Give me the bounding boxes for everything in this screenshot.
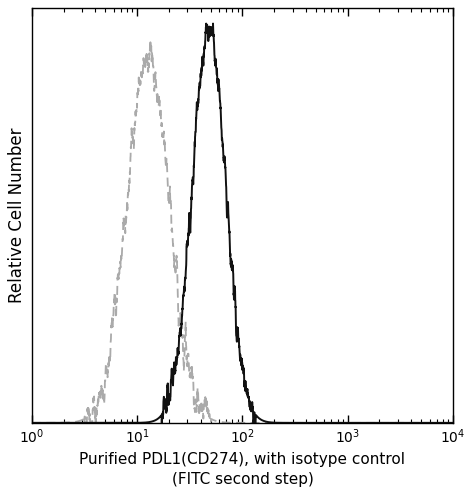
Y-axis label: Relative Cell Number: Relative Cell Number xyxy=(9,128,27,303)
X-axis label: Purified PDL1(CD274), with isotype control
(FITC second step): Purified PDL1(CD274), with isotype contr… xyxy=(80,452,405,487)
